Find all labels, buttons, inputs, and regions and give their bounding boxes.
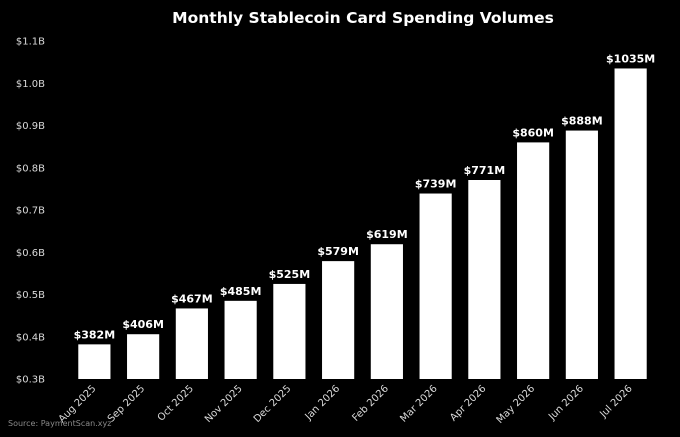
chart-title: Monthly Stablecoin Card Spending Volumes xyxy=(172,9,554,27)
source-note: Source: PaymentScan.xyz xyxy=(8,419,111,428)
data-labels-group: $382M $406M $467M $485M $525M $579M $619M $739M… xyxy=(74,52,656,341)
x-tick-label: Sep 2025 xyxy=(106,383,147,424)
x-axis: Aug 2025 Sep 2025 Oct 2025 Nov 2025 Dec 2025… xyxy=(57,383,635,426)
data-label: $1035M xyxy=(606,52,655,65)
bar xyxy=(273,283,306,379)
y-axis: $0.3B $0.4B $0.5B $0.6B $0.7B $0.8B $0.9B $1.0B… xyxy=(16,37,45,386)
bar xyxy=(370,244,403,379)
bar xyxy=(175,308,208,379)
bar xyxy=(224,300,257,379)
x-tick-label: Nov 2025 xyxy=(203,383,245,425)
y-tick-label: $1.1B xyxy=(16,37,45,48)
data-label: $579M xyxy=(317,245,359,258)
x-tick-label: Feb 2026 xyxy=(350,383,391,424)
data-label: $739M xyxy=(415,178,457,191)
x-tick-label: Jul 2026 xyxy=(597,383,634,420)
bar xyxy=(127,334,160,379)
data-label: $619M xyxy=(366,228,408,241)
bar xyxy=(614,68,647,380)
data-label: $467M xyxy=(171,292,213,305)
y-tick-label: $0.4B xyxy=(16,332,45,343)
y-tick-label: $0.7B xyxy=(16,206,45,217)
x-tick-label: Mar 2026 xyxy=(398,383,439,424)
bar xyxy=(468,180,501,379)
data-label: $382M xyxy=(74,328,116,341)
bar xyxy=(565,130,598,379)
y-tick-label: $0.8B xyxy=(16,163,45,174)
bar xyxy=(419,193,452,379)
data-label: $485M xyxy=(220,285,262,298)
x-tick-label: Oct 2025 xyxy=(156,383,196,423)
x-tick-label: Jun 2026 xyxy=(546,383,586,423)
y-tick-label: $0.3B xyxy=(16,375,45,386)
data-label: $888M xyxy=(561,115,603,128)
x-tick-label: Apr 2026 xyxy=(448,383,488,423)
data-label: $771M xyxy=(464,164,506,177)
bar xyxy=(322,261,355,379)
y-tick-label: $0.9B xyxy=(16,121,45,132)
bar xyxy=(78,344,111,379)
bars-group xyxy=(78,68,647,380)
data-label: $406M xyxy=(122,318,164,331)
y-tick-label: $1.0B xyxy=(16,79,45,90)
x-tick-label: May 2026 xyxy=(495,383,538,426)
x-tick-label: Dec 2025 xyxy=(252,383,294,425)
y-tick-label: $0.6B xyxy=(16,248,45,259)
data-label: $525M xyxy=(269,268,311,281)
bar xyxy=(517,142,550,379)
y-tick-label: $0.5B xyxy=(16,290,45,301)
data-label: $860M xyxy=(512,126,554,139)
x-tick-label: Jan 2026 xyxy=(303,383,343,423)
